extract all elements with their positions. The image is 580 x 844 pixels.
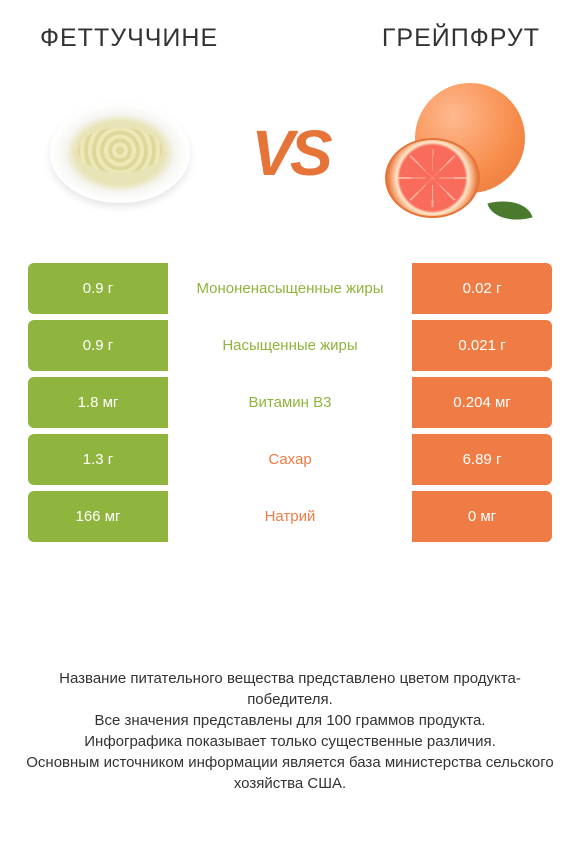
image-left <box>40 83 200 223</box>
value-left: 1.3 г <box>28 434 168 485</box>
nutrient-label: Насыщенные жиры <box>168 320 412 371</box>
grapefruit-icon <box>385 83 535 223</box>
title-right: ГРЕЙПФРУТ <box>382 24 540 53</box>
value-left: 0.9 г <box>28 263 168 314</box>
vs-label: VS <box>251 116 328 190</box>
title-left: ФЕТТУЧЧИНЕ <box>40 24 218 53</box>
nutrient-label: Натрий <box>168 491 412 542</box>
nutrient-label: Витамин B3 <box>168 377 412 428</box>
footer-line: Инфографика показывает только существенн… <box>22 731 558 752</box>
footer-line: Название питательного вещества представл… <box>22 668 558 710</box>
value-left: 1.8 мг <box>28 377 168 428</box>
footer-line: Все значения представлены для 100 граммо… <box>22 710 558 731</box>
value-right: 6.89 г <box>412 434 552 485</box>
table-row: 0.9 гМононенасыщенные жиры0.02 г <box>28 263 552 314</box>
nutrient-label: Мононенасыщенные жиры <box>168 263 412 314</box>
footer-text: Название питательного вещества представл… <box>0 668 580 794</box>
value-left: 166 мг <box>28 491 168 542</box>
table-row: 166 мгНатрий0 мг <box>28 491 552 542</box>
table-row: 1.3 гСахар6.89 г <box>28 434 552 485</box>
table-row: 1.8 мгВитамин B30.204 мг <box>28 377 552 428</box>
value-right: 0 мг <box>412 491 552 542</box>
value-left: 0.9 г <box>28 320 168 371</box>
value-right: 0.021 г <box>412 320 552 371</box>
footer-line: Основным источником информации является … <box>22 752 558 794</box>
image-right <box>380 83 540 223</box>
nutrient-label: Сахар <box>168 434 412 485</box>
value-right: 0.204 мг <box>412 377 552 428</box>
fettuccine-icon <box>50 103 190 203</box>
nutrition-table: 0.9 гМононенасыщенные жиры0.02 г0.9 гНас… <box>0 263 580 542</box>
value-right: 0.02 г <box>412 263 552 314</box>
table-row: 0.9 гНасыщенные жиры0.021 г <box>28 320 552 371</box>
